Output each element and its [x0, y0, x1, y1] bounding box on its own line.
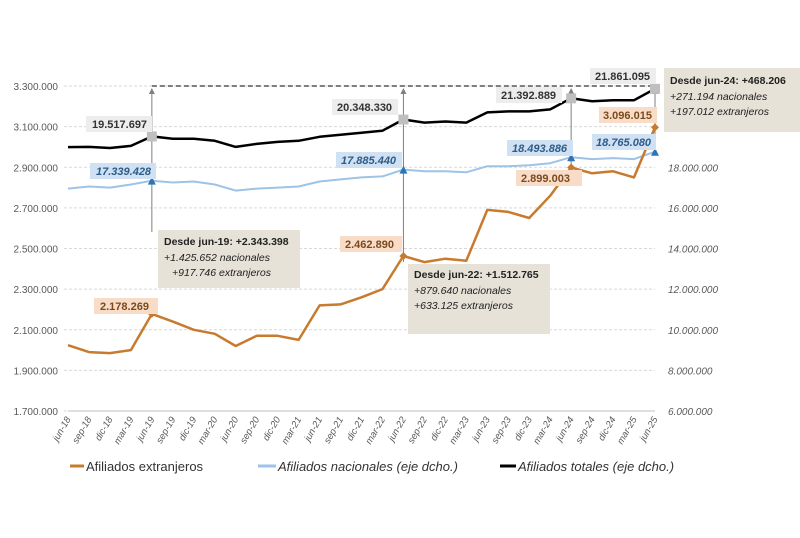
svg-text:Desde jun-19: +2.343.398: Desde jun-19: +2.343.398	[164, 236, 289, 248]
left-tick-label: 1.700.000	[14, 407, 59, 418]
marker-square-icon	[650, 83, 660, 94]
x-tick-label: mar-23	[447, 414, 472, 446]
label-ext-jun-19: 2.178.269	[100, 301, 149, 313]
svg-text:Desde jun-24: +468.206: Desde jun-24: +468.206	[670, 75, 786, 87]
legend-nacionales: Afiliados nacionales (eje dcho.)	[277, 459, 458, 474]
x-tick-label: sep-22	[406, 414, 430, 445]
marker-triangle-icon	[567, 153, 576, 162]
svg-text:+879.640 nacionales: +879.640 nacionales	[414, 285, 512, 297]
label-total-jun-25: 21.861.095	[595, 71, 650, 83]
series-line-nacionales	[67, 150, 656, 192]
arrow-head-icon	[400, 88, 407, 94]
svg-text:+197.012 extranjeros: +197.012 extranjeros	[670, 106, 770, 118]
marker-diamond-icon	[651, 123, 659, 132]
x-tick-label: mar-20	[196, 414, 221, 446]
series-line-totales	[67, 87, 656, 150]
marker-square-icon	[566, 93, 577, 104]
x-tick-label: mar-19	[112, 414, 137, 446]
marker-square-icon	[146, 131, 157, 142]
x-tick-label: sep-21	[322, 415, 346, 446]
left-tick-label: 2.700.000	[14, 204, 59, 215]
left-tick-label: 2.300.000	[14, 285, 59, 296]
marker-triangle-icon	[147, 176, 156, 185]
svg-text:+271.194 nacionales: +271.194 nacionales	[670, 91, 768, 103]
label-nac-jun-22: 17.885.440	[341, 155, 397, 167]
right-tick-label: 6.000.000	[668, 407, 713, 418]
label-nac-jun-19: 17.339.428	[96, 166, 152, 178]
marker-triangle-icon	[399, 165, 408, 174]
x-tick-label: mar-24	[531, 415, 555, 446]
data-labels: 19.517.697 17.339.428 2.178.269 20.348.3…	[86, 68, 657, 314]
legend-totales: Afiliados totales (eje dcho.)	[517, 459, 674, 474]
x-tick-label: mar-25	[615, 414, 640, 446]
annotation-jun-22: Desde jun-22: +1.512.765 +879.640 nacion…	[408, 264, 550, 334]
marker-diamond-icon	[399, 252, 408, 261]
label-total-jun-24: 21.392.889	[501, 90, 556, 102]
left-tick-label: 3.300.000	[14, 82, 59, 93]
svg-text:+1.425.652 nacionales: +1.425.652 nacionales	[164, 252, 271, 264]
svg-text:Desde jun-22: +1.512.765: Desde jun-22: +1.512.765	[414, 269, 539, 281]
x-tick-label: jun-25	[637, 414, 661, 445]
series-lines	[67, 83, 660, 355]
label-nac-jun-25: 18.765.080	[596, 137, 652, 149]
left-tick-label: 1.900.000	[14, 366, 59, 377]
label-ext-jun-24: 2.899.003	[521, 173, 570, 185]
legend-extranjeros: Afiliados extranjeros	[86, 459, 204, 474]
series-line-extranjeros	[67, 126, 657, 355]
arrow-head-icon	[148, 88, 155, 94]
right-axis: 18.000.000 16.000.000 14.000.000 12.000.000…	[668, 163, 718, 418]
svg-text:+633.125 extranjeros: +633.125 extranjeros	[414, 300, 514, 312]
left-tick-label: 3.100.000	[14, 123, 59, 134]
marker-square-icon	[398, 114, 409, 125]
x-tick-label: mar-22	[364, 414, 389, 446]
right-tick-label: 12.000.000	[668, 285, 718, 296]
x-tick-label: sep-19	[154, 414, 178, 445]
right-tick-label: 18.000.000	[668, 163, 718, 174]
left-tick-label: 2.100.000	[14, 326, 59, 337]
label-ext-jun-25: 3.096.015	[603, 110, 652, 122]
label-nac-jun-24: 18.493.886	[512, 143, 568, 155]
right-tick-label: 10.000.000	[668, 326, 718, 337]
left-tick-label: 2.500.000	[14, 245, 59, 256]
svg-text:+917.746 extranjeros: +917.746 extranjeros	[172, 267, 272, 279]
marker-diamond-icon	[567, 163, 576, 172]
label-total-jun-19: 19.517.697	[92, 119, 147, 131]
x-tick-label: mar-21	[280, 415, 304, 446]
x-tick-label: sep-23	[490, 414, 514, 445]
x-tick-label: sep-20	[238, 414, 262, 445]
marker-triangle-icon	[651, 147, 659, 156]
x-axis: jun-18sep-18dic-18mar-19jun-19sep-19dic-…	[50, 410, 661, 446]
right-tick-label: 16.000.000	[668, 204, 718, 215]
legend: Afiliados extranjeros Afiliados nacional…	[70, 459, 674, 474]
annotation-jun-24: Desde jun-24: +468.206 +271.194 nacional…	[664, 68, 800, 132]
x-tick-label: sep-24	[574, 415, 598, 446]
label-ext-jun-22: 2.462.890	[345, 239, 394, 251]
arrow-head-icon	[568, 88, 575, 94]
right-tick-label: 8.000.000	[668, 366, 713, 377]
x-tick-label: sep-18	[71, 414, 95, 445]
left-axis: 3.300.000 3.100.000 2.900.000 2.700.000 2.50…	[14, 82, 59, 418]
label-total-jun-22: 20.348.330	[337, 102, 392, 114]
right-tick-label: 14.000.000	[668, 245, 718, 256]
annotation-jun-19: Desde jun-19: +2.343.398 +1.425.652 naci…	[158, 230, 300, 288]
left-tick-label: 2.900.000	[14, 163, 59, 174]
